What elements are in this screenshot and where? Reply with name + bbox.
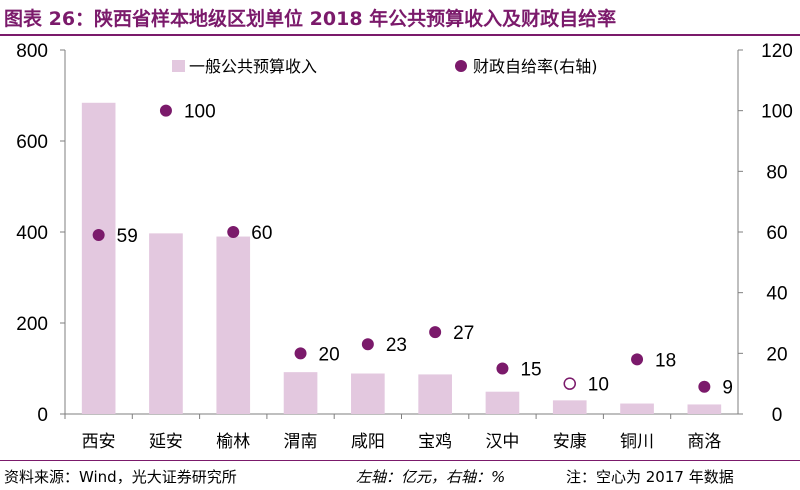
- bar: [552, 400, 587, 414]
- data-point: [631, 353, 644, 366]
- y-left-tick-label: 600: [16, 132, 48, 153]
- bar-series: [81, 102, 722, 414]
- data-label: 20: [319, 344, 340, 365]
- data-point: [429, 326, 442, 339]
- y-right-tick-label: 0: [772, 405, 783, 426]
- data-label: 15: [520, 360, 541, 381]
- bar: [485, 391, 520, 414]
- y-right-tick-label: 100: [761, 102, 793, 123]
- x-tick-label: 汉中: [485, 432, 519, 452]
- y-left-tick-label: 800: [16, 41, 48, 62]
- data-label: 59: [117, 226, 138, 247]
- x-tick-label: 渭南: [284, 432, 318, 452]
- x-tick-label: 安康: [553, 432, 587, 452]
- data-point: [563, 377, 576, 390]
- y-right-tick-label: 20: [766, 344, 787, 365]
- axes: 0 200 400 600 800 0 20 40 60 80 100 120 西安 延安 榆林 渭南 咸阳 宝鸡…: [16, 41, 793, 452]
- data-point: [496, 362, 509, 375]
- x-tick-label: 宝鸡: [418, 432, 452, 452]
- data-point: [698, 380, 711, 393]
- dot-series: 59 100 60 20 23 27 15 10 18 9: [92, 102, 733, 399]
- x-tick-label: 榆林: [216, 432, 250, 452]
- legend-dot-label: 财政自给率(右轴): [473, 57, 598, 76]
- y-right-tick-label: 80: [766, 162, 787, 183]
- legend-dot-swatch: [455, 60, 467, 72]
- hollow-dot-note: 注：空心为 2017 年数据: [566, 468, 734, 486]
- bar: [351, 373, 385, 414]
- data-label: 100: [184, 102, 216, 123]
- y-left-tick-label: 0: [37, 405, 48, 426]
- data-label: 18: [655, 350, 676, 371]
- chart: 0 200 400 600 800 0 20 40 60 80 100 120 西安 延安 榆林 渭南 咸阳 宝鸡…: [16, 41, 793, 452]
- bar: [149, 233, 183, 414]
- bar: [283, 372, 318, 414]
- data-point: [92, 229, 105, 242]
- bar: [216, 236, 251, 414]
- source-note: 资料来源：Wind，光大证券研究所: [4, 468, 237, 486]
- data-point: [361, 338, 374, 351]
- data-label: 60: [251, 223, 272, 244]
- bar: [620, 403, 654, 414]
- bar: [687, 404, 722, 414]
- bar: [418, 374, 452, 414]
- legend-bar-swatch: [172, 60, 185, 72]
- y-right-tick-label: 60: [766, 223, 787, 244]
- bar: [81, 102, 116, 414]
- x-tick-label: 铜川: [620, 432, 654, 452]
- legend-bar-label: 一般公共预算收入: [189, 57, 317, 76]
- y-left-tick-label: 400: [16, 223, 48, 244]
- footer-divider: [0, 460, 800, 461]
- y-left-tick-label: 200: [16, 314, 48, 335]
- data-label: 10: [588, 375, 609, 396]
- data-label: 9: [722, 378, 733, 399]
- data-point: [294, 347, 307, 360]
- x-tick-label: 延安: [149, 432, 183, 452]
- y-right-tick-label: 120: [761, 41, 793, 62]
- chart-title: 图表 26：陕西省样本地级区划单位 2018 年公共预算收入及财政自给率: [4, 8, 617, 30]
- title-divider: [0, 34, 800, 36]
- y-right-tick-label: 40: [766, 284, 787, 305]
- data-label: 23: [386, 335, 407, 356]
- data-point: [159, 104, 172, 117]
- data-point: [227, 226, 240, 238]
- legend: 一般公共预算收入 财政自给率(右轴): [172, 57, 598, 76]
- x-tick-label: 咸阳: [351, 432, 385, 452]
- axis-unit-note: 左轴：亿元，右轴：%: [356, 468, 506, 486]
- x-tick-label: 商洛: [687, 432, 721, 452]
- data-label: 27: [453, 323, 474, 344]
- x-tick-label: 西安: [82, 432, 116, 452]
